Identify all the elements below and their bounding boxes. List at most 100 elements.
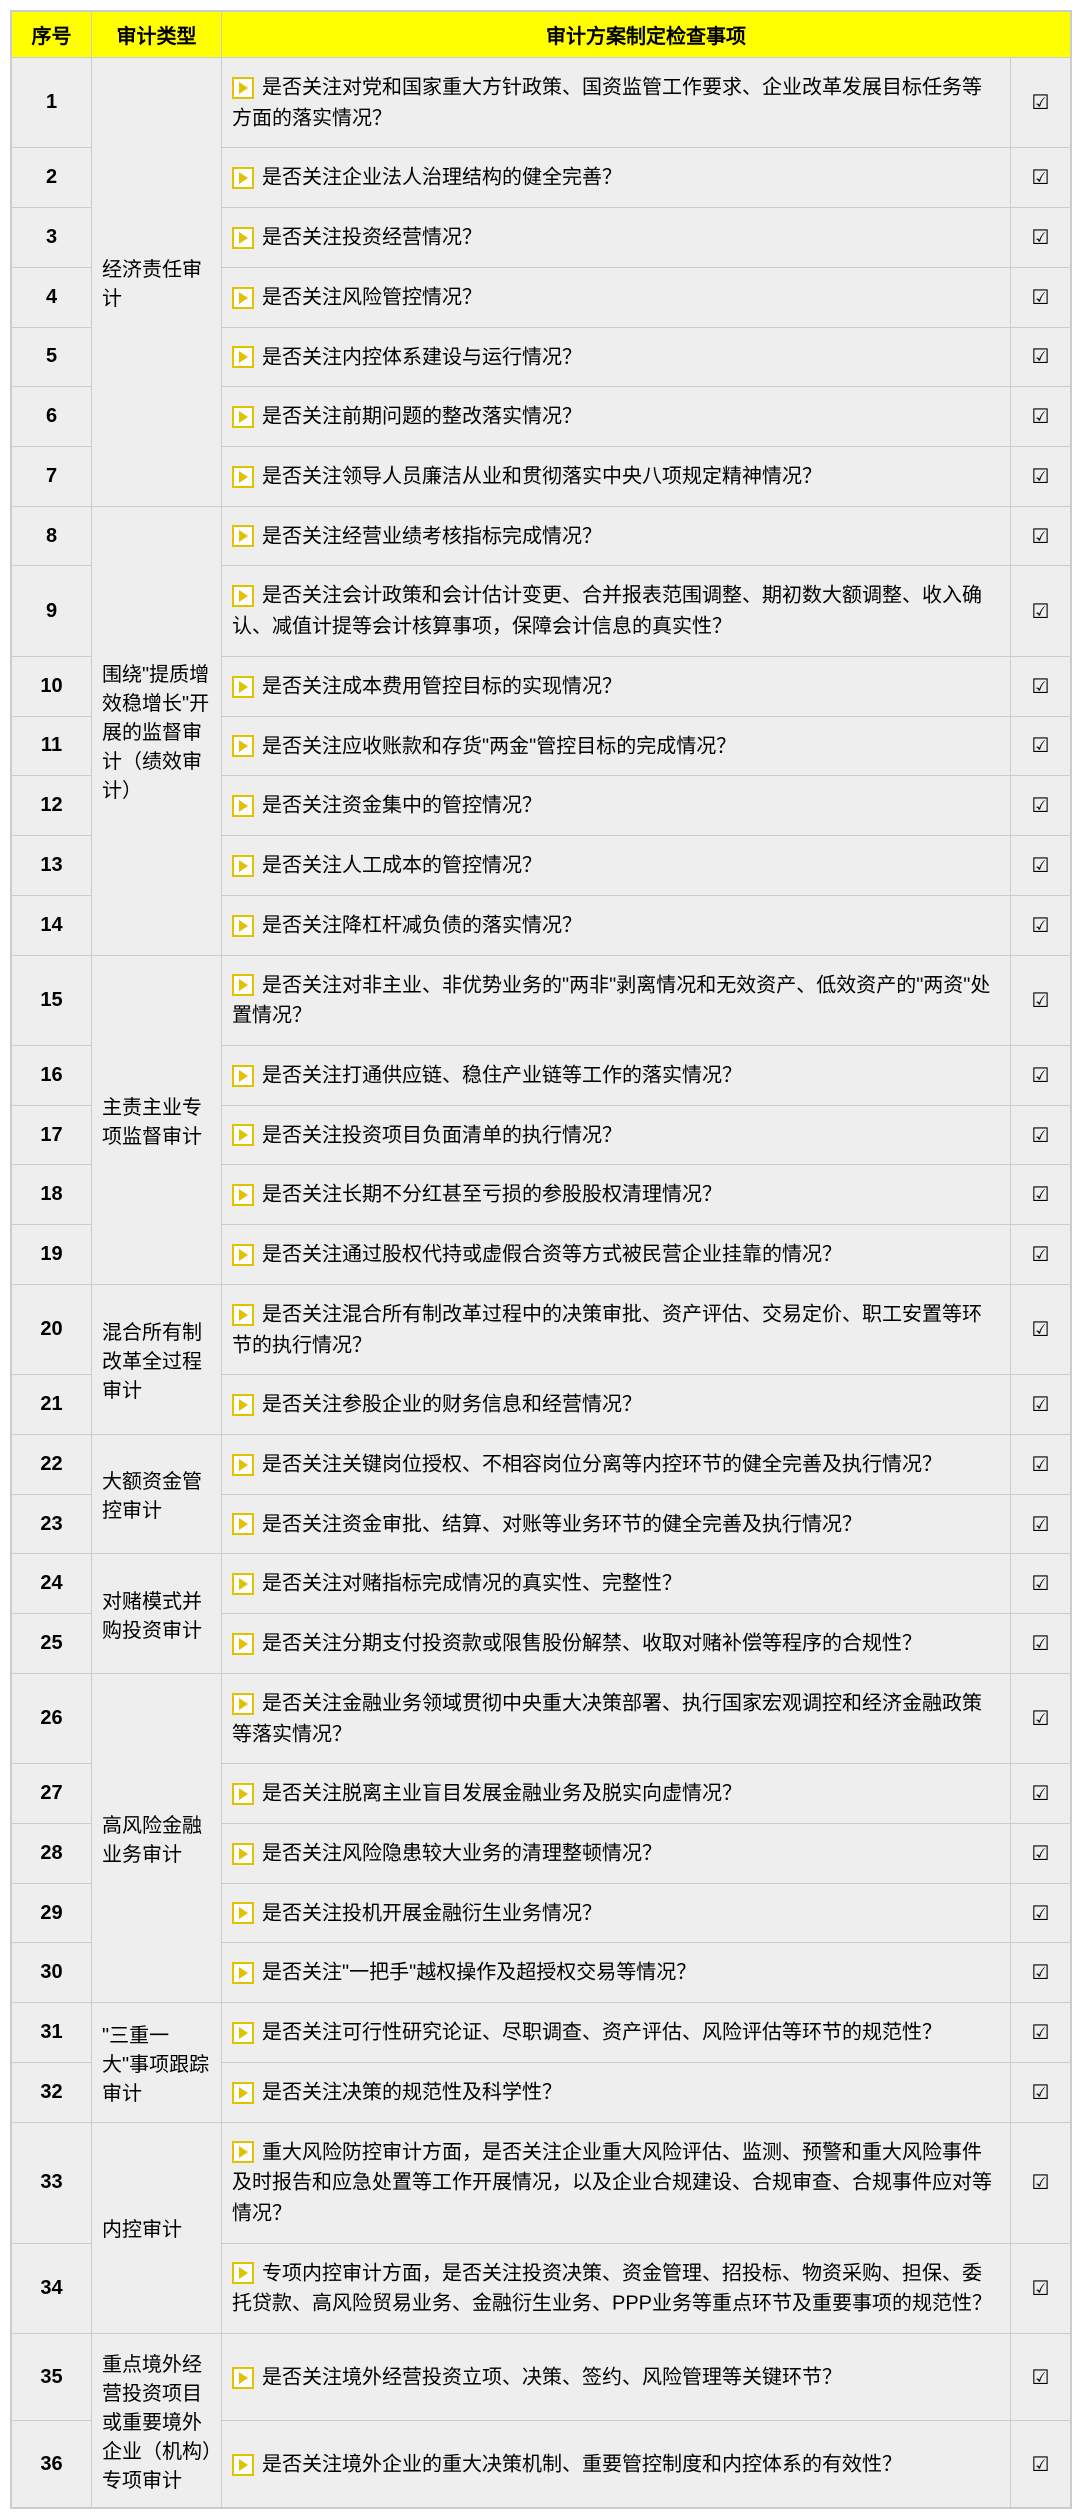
table-body: 1经济责任审计是否关注对党和国家重大方针政策、国资监管工作要求、企业改革发展目标… <box>12 58 1071 2508</box>
checkbox-cell[interactable]: ☑ <box>1011 1824 1071 1884</box>
check-item-cell: 是否关注分期支付投资款或限售股份解禁、收取对赌补偿等程序的合规性？ <box>222 1614 1011 1674</box>
check-item-cell: 是否关注境外经营投资立项、决策、签约、风险管理等关键环节？ <box>222 2334 1011 2421</box>
play-bullet-icon <box>232 346 254 368</box>
audit-checklist-table: 序号 审计类型 审计方案制定检查事项 1经济责任审计是否关注对党和国家重大方针政… <box>11 11 1071 2508</box>
audit-type-cell: 高风险金融 业务审计 <box>92 1673 222 2002</box>
check-item-cell: 是否关注对非主业、非优势业务的"两非"剥离情况和无效资产、低效资产的"两资"处置… <box>222 955 1011 1045</box>
play-bullet-icon <box>232 1843 254 1865</box>
checkbox-cell[interactable]: ☑ <box>1011 2421 1071 2508</box>
checkbox-cell[interactable]: ☑ <box>1011 2334 1071 2421</box>
check-item-cell: 是否关注关键岗位授权、不相容岗位分离等内控环节的健全完善及执行情况？ <box>222 1434 1011 1494</box>
check-item-text: 是否关注降杠杆减负债的落实情况？ <box>262 915 582 937</box>
table-row: 20混合所有制改革全过程审计是否关注混合所有制改革过程中的决策审批、资产评估、交… <box>12 1284 1071 1374</box>
check-item-text: 重大风险防控审计方面，是否关注企业重大风险评估、监测、预警和重大风险事件及时报告… <box>232 2141 992 2224</box>
checkbox-cell[interactable]: ☑ <box>1011 1943 1071 2003</box>
checkbox-cell[interactable]: ☑ <box>1011 1494 1071 1554</box>
check-item-cell: 是否关注人工成本的管控情况？ <box>222 836 1011 896</box>
table-row: 1经济责任审计是否关注对党和国家重大方针政策、国资监管工作要求、企业改革发展目标… <box>12 58 1071 148</box>
checkbox-cell[interactable]: ☑ <box>1011 895 1071 955</box>
play-bullet-icon <box>232 915 254 937</box>
audit-checklist-table-wrap: 序号 审计类型 审计方案制定检查事项 1经济责任审计是否关注对党和国家重大方针政… <box>10 10 1072 2509</box>
check-item-cell: 是否关注资金审批、结算、对账等业务环节的健全完善及执行情况？ <box>222 1494 1011 1554</box>
checkbox-cell[interactable]: ☑ <box>1011 2243 1071 2333</box>
checkbox-cell[interactable]: ☑ <box>1011 387 1071 447</box>
checkbox-cell[interactable]: ☑ <box>1011 1434 1071 1494</box>
checkbox-cell[interactable]: ☑ <box>1011 656 1071 716</box>
play-bullet-icon <box>232 2454 254 2476</box>
check-item-cell: 是否关注可行性研究论证、尽职调查、资产评估、风险评估等环节的规范性？ <box>222 2003 1011 2063</box>
checkbox-cell[interactable]: ☑ <box>1011 1225 1071 1285</box>
checkbox-cell[interactable]: ☑ <box>1011 58 1071 148</box>
row-number: 21 <box>12 1375 92 1435</box>
checkbox-cell[interactable]: ☑ <box>1011 2062 1071 2122</box>
row-number: 12 <box>12 776 92 836</box>
row-number: 34 <box>12 2243 92 2333</box>
table-row: 33内控审计重大风险防控审计方面，是否关注企业重大风险评估、监测、预警和重大风险… <box>12 2122 1071 2243</box>
checkbox-cell[interactable]: ☑ <box>1011 716 1071 776</box>
checkbox-cell[interactable]: ☑ <box>1011 1883 1071 1943</box>
check-item-text: 是否关注通过股权代持或虚假合资等方式被民营企业挂靠的情况？ <box>262 1244 842 1266</box>
check-item-cell: 是否关注投机开展金融衍生业务情况？ <box>222 1883 1011 1943</box>
checkbox-cell[interactable]: ☑ <box>1011 566 1071 656</box>
check-item-text: 是否关注关键岗位授权、不相容岗位分离等内控环节的健全完善及执行情况？ <box>262 1454 942 1476</box>
checkbox-cell[interactable]: ☑ <box>1011 148 1071 208</box>
play-bullet-icon <box>232 1573 254 1595</box>
audit-type-cell: 大额资金管控审计 <box>92 1434 222 1553</box>
check-item-cell: 是否关注打通供应链、稳住产业链等工作的落实情况？ <box>222 1045 1011 1105</box>
row-number: 25 <box>12 1614 92 1674</box>
checkbox-cell[interactable]: ☑ <box>1011 1764 1071 1824</box>
checkbox-cell[interactable]: ☑ <box>1011 2122 1071 2243</box>
checkbox-cell[interactable]: ☑ <box>1011 1375 1071 1435</box>
checkbox-cell[interactable]: ☑ <box>1011 955 1071 1045</box>
checkbox-cell[interactable]: ☑ <box>1011 447 1071 507</box>
play-bullet-icon <box>232 1454 254 1476</box>
check-item-cell: 是否关注决策的规范性及科学性？ <box>222 2062 1011 2122</box>
check-item-cell: 是否关注应收账款和存货"两金"管控目标的完成情况？ <box>222 716 1011 776</box>
table-header: 序号 审计类型 审计方案制定检查事项 <box>12 12 1071 58</box>
play-bullet-icon <box>232 2367 254 2389</box>
row-number: 6 <box>12 387 92 447</box>
checkbox-cell[interactable]: ☑ <box>1011 1045 1071 1105</box>
check-item-text: 是否关注资金集中的管控情况？ <box>262 795 542 817</box>
checkbox-cell[interactable]: ☑ <box>1011 1554 1071 1614</box>
check-item-cell: 是否关注"一把手"越权操作及超授权交易等情况？ <box>222 1943 1011 2003</box>
row-number: 29 <box>12 1883 92 1943</box>
check-item-cell: 是否关注混合所有制改革过程中的决策审批、资产评估、交易定价、职工安置等环节的执行… <box>222 1284 1011 1374</box>
checkbox-cell[interactable]: ☑ <box>1011 2003 1071 2063</box>
checkbox-cell[interactable]: ☑ <box>1011 836 1071 896</box>
check-item-cell: 是否关注对党和国家重大方针政策、国资监管工作要求、企业改革发展目标任务等方面的落… <box>222 58 1011 148</box>
table-row: 15主责主业专项监督审计是否关注对非主业、非优势业务的"两非"剥离情况和无效资产… <box>12 955 1071 1045</box>
checkbox-cell[interactable]: ☑ <box>1011 1614 1071 1674</box>
row-number: 24 <box>12 1554 92 1614</box>
checkbox-cell[interactable]: ☑ <box>1011 776 1071 836</box>
checkbox-cell[interactable]: ☑ <box>1011 267 1071 327</box>
check-item-text: 是否关注分期支付投资款或限售股份解禁、收取对赌补偿等程序的合规性？ <box>262 1633 922 1655</box>
check-item-text: 是否关注投机开展金融衍生业务情况？ <box>262 1902 602 1924</box>
checkbox-cell[interactable]: ☑ <box>1011 208 1071 268</box>
check-item-text: 是否关注风险隐患较大业务的清理整顿情况？ <box>262 1843 662 1865</box>
audit-type-cell: 混合所有制改革全过程审计 <box>92 1284 222 1434</box>
row-number: 9 <box>12 566 92 656</box>
checkbox-cell[interactable]: ☑ <box>1011 1284 1071 1374</box>
play-bullet-icon <box>232 77 254 99</box>
check-item-text: 是否关注境外企业的重大决策机制、重要管控制度和内控体系的有效性？ <box>262 2454 902 2476</box>
check-item-text: 是否关注内控体系建设与运行情况？ <box>262 346 582 368</box>
table-row: 22大额资金管控审计是否关注关键岗位授权、不相容岗位分离等内控环节的健全完善及执… <box>12 1434 1071 1494</box>
row-number: 19 <box>12 1225 92 1285</box>
play-bullet-icon <box>232 2082 254 2104</box>
check-item-cell: 是否关注对赌指标完成情况的真实性、完整性？ <box>222 1554 1011 1614</box>
checkbox-cell[interactable]: ☑ <box>1011 1105 1071 1165</box>
checkbox-cell[interactable]: ☑ <box>1011 327 1071 387</box>
row-number: 31 <box>12 2003 92 2063</box>
play-bullet-icon <box>232 1124 254 1146</box>
audit-type-cell: 对赌模式并购投资审计 <box>92 1554 222 1673</box>
check-item-text: 是否关注风险管控情况？ <box>262 287 482 309</box>
checkbox-cell[interactable]: ☑ <box>1011 506 1071 566</box>
play-bullet-icon <box>232 1962 254 1984</box>
check-item-cell: 是否关注投资项目负面清单的执行情况？ <box>222 1105 1011 1165</box>
checkbox-cell[interactable]: ☑ <box>1011 1673 1071 1763</box>
check-item-cell: 是否关注前期问题的整改落实情况？ <box>222 387 1011 447</box>
check-item-cell: 是否关注降杠杆减负债的落实情况？ <box>222 895 1011 955</box>
row-number: 23 <box>12 1494 92 1554</box>
checkbox-cell[interactable]: ☑ <box>1011 1165 1071 1225</box>
